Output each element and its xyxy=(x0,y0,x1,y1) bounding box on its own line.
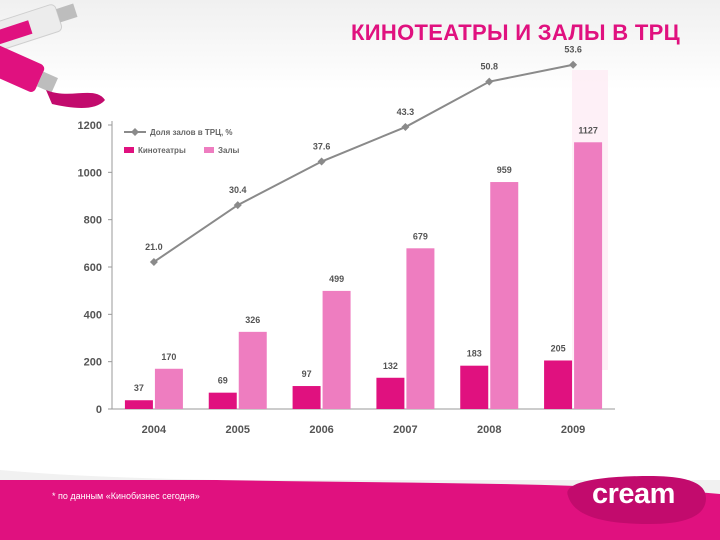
bar-кинотеатры xyxy=(376,377,405,409)
y-tick-label: 0 xyxy=(96,404,102,416)
bar-залы xyxy=(490,182,519,409)
paint-tubes-decoration xyxy=(0,3,105,108)
bar-data-label: 97 xyxy=(302,369,312,379)
bar-залы xyxy=(322,290,351,409)
brand-logo: cream xyxy=(592,478,675,510)
bar-data-label: 183 xyxy=(467,349,482,359)
x-tick-label: 2005 xyxy=(226,424,250,436)
bar-кинотеатры xyxy=(124,400,153,409)
paint-tube-icon xyxy=(0,42,105,108)
bar-data-label: 132 xyxy=(383,361,398,371)
footnote: * по данным «Кинобизнес сегодня» xyxy=(52,491,200,501)
footer-band xyxy=(0,470,720,540)
y-tick-label: 1000 xyxy=(78,167,102,179)
x-tick-label: 2009 xyxy=(561,424,585,436)
share-data-label: 37.6 xyxy=(313,142,331,152)
share-data-label: 53.6 xyxy=(564,45,582,55)
bar-data-label: 326 xyxy=(245,315,260,325)
bar-залы xyxy=(154,368,183,409)
y-tick-label: 200 xyxy=(84,357,102,369)
y-tick-label: 600 xyxy=(84,262,102,274)
bar-data-label: 1127 xyxy=(578,125,598,135)
share-point xyxy=(401,123,410,132)
bar-data-label: 959 xyxy=(497,165,512,175)
legend-swatch-marker xyxy=(131,128,139,136)
legend-label: Залы xyxy=(218,146,240,155)
share-point xyxy=(317,157,326,166)
bar-data-label: 37 xyxy=(134,383,144,393)
legend-label: Кинотеатры xyxy=(138,146,186,155)
y-tick-label: 800 xyxy=(84,215,102,227)
bar-data-label: 205 xyxy=(551,343,566,353)
bar-кинотеатры xyxy=(544,360,573,409)
x-tick-label: 2008 xyxy=(477,424,501,436)
x-tick-label: 2004 xyxy=(142,424,167,436)
bar-залы xyxy=(574,142,603,409)
bar-кинотеатры xyxy=(208,392,237,409)
share-data-label: 43.3 xyxy=(397,107,415,117)
x-tick-label: 2006 xyxy=(309,424,333,436)
share-line xyxy=(153,63,574,263)
slide-title: КИНОТЕАТРЫ И ЗАЛЫ В ТРЦ xyxy=(351,20,680,45)
share-data-label: 30.4 xyxy=(229,185,247,195)
share-point xyxy=(233,201,242,210)
share-point xyxy=(569,60,578,69)
y-tick-label: 400 xyxy=(84,309,102,321)
bar-залы xyxy=(406,248,435,409)
share-data-label: 50.8 xyxy=(480,62,498,72)
y-tick-label: 1200 xyxy=(78,120,102,132)
legend-swatch xyxy=(204,147,214,153)
share-point xyxy=(149,257,158,266)
paint-tube-icon xyxy=(0,3,78,51)
bar-data-label: 499 xyxy=(329,274,344,284)
bar-кинотеатры xyxy=(460,365,489,409)
chart: 0 200 400 600 800 1000 1200 2004 2005 2006 2007 200… xyxy=(78,45,615,436)
bar-data-label: 170 xyxy=(161,352,176,362)
bar-data-label: 69 xyxy=(218,376,228,386)
legend-swatch xyxy=(124,147,134,153)
legend-label: Доля залов в ТРЦ, % xyxy=(150,128,233,137)
bar-залы xyxy=(238,331,267,409)
share-point xyxy=(485,77,494,86)
x-tick-label: 2007 xyxy=(393,424,417,436)
bar-кинотеатры xyxy=(292,386,321,409)
bar-data-label: 679 xyxy=(413,231,428,241)
share-data-label: 21.0 xyxy=(145,242,163,252)
